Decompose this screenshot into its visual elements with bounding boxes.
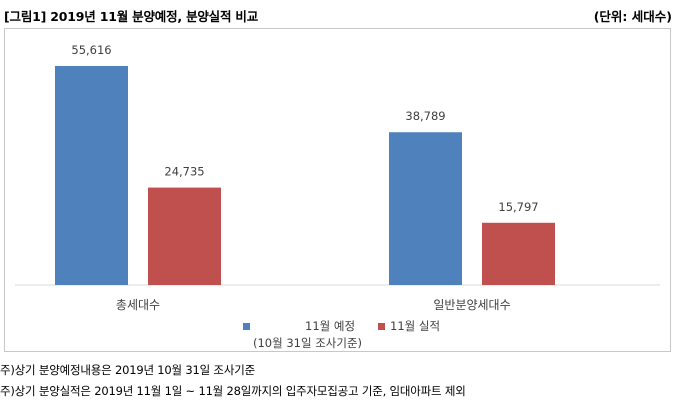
data-label-1-series-2: 24,735 (164, 165, 204, 179)
unit-label: (단위: 세대수) (593, 9, 672, 24)
bar-2-series-1 (389, 132, 462, 285)
data-label-2-series-2: 15,797 (498, 200, 538, 214)
legend-label-series-2: 11월 실적 (390, 319, 440, 333)
legend-swatch-series-2 (378, 323, 385, 330)
chart-frame: 55,616 24,735 38,789 15,797 총세대수 일반분양세대수 11월… (4, 28, 671, 352)
chart-legend: 11월 예정 11월 실적 (10월 31일 조사기준) (243, 319, 440, 350)
bar-1-series-2 (148, 187, 221, 285)
legend-label-series-1: 11월 예정 (305, 319, 355, 333)
bar-2-series-2 (482, 222, 555, 285)
data-label-2-series-1: 38,789 (405, 109, 445, 123)
legend-swatch-series-1 (243, 323, 250, 330)
category-label-2: 일반분양세대수 (433, 298, 510, 312)
bar-chart: 55,616 24,735 38,789 15,797 총세대수 일반분양세대수 11월… (15, 43, 660, 350)
bar-1-series-1 (55, 65, 128, 285)
category-label-1: 총세대수 (116, 298, 160, 312)
legend-note: (10월 31일 조사기준) (253, 336, 362, 350)
footnote-1: 주)상기 분양예정내용은 2019년 10월 31일 조사기준 (0, 363, 255, 377)
footnote-2: 주)상기 분양실적은 2019년 11월 1일 ~ 11월 28일까지의 입주자… (0, 384, 466, 398)
chart-title: [그림1] 2019년 11월 분양예정, 분양실적 비교 (4, 9, 259, 24)
data-label-1-series-1: 55,616 (71, 43, 111, 57)
